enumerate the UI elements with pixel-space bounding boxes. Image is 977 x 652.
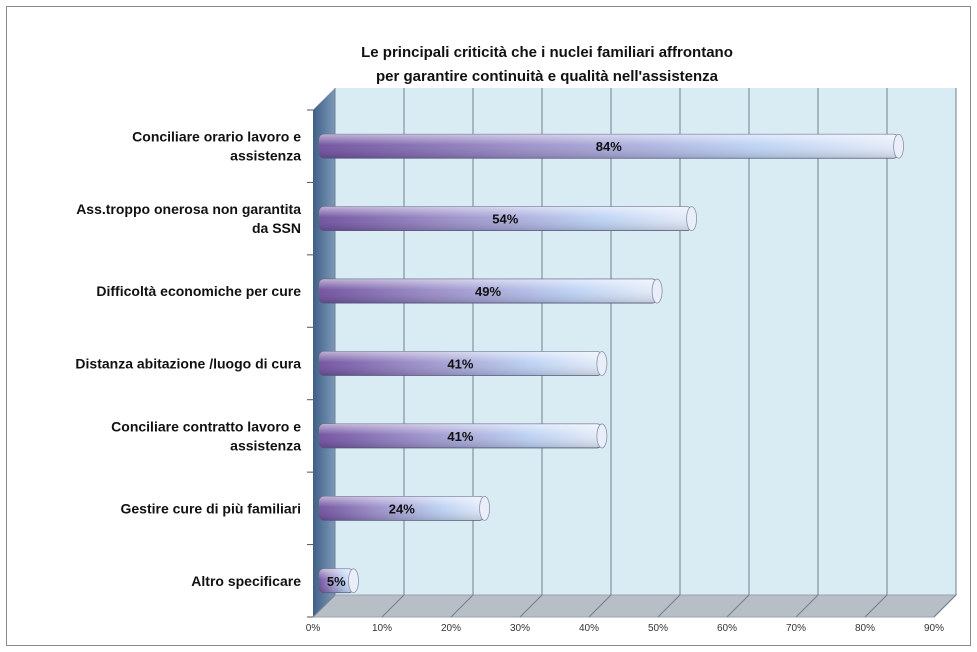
bar-shine	[319, 496, 485, 521]
bar-cap	[479, 495, 491, 521]
category-label: Gestire cure di più familiari	[120, 500, 301, 516]
gridline-floor	[312, 594, 336, 618]
data-label: 41%	[447, 357, 473, 372]
bar-cap	[686, 206, 697, 232]
bar: 5%	[318, 568, 359, 594]
bar-shine	[319, 279, 658, 304]
chart-title: Le principali criticità che i nuclei fam…	[297, 41, 797, 89]
x-tick-label: 80%	[855, 623, 875, 634]
gridline-floor	[864, 594, 888, 618]
x-tick-label: 50%	[648, 623, 668, 634]
gridline-floor	[450, 594, 474, 618]
bar: 54%	[318, 206, 697, 232]
gridline-floor	[726, 594, 750, 618]
category-label: Difficoltà economiche per cure	[96, 283, 301, 299]
bar-cap	[348, 568, 359, 594]
x-tick-label: 0%	[306, 623, 321, 634]
bar-cap	[651, 278, 663, 304]
gridline-floor	[381, 594, 405, 618]
bar-shine	[319, 423, 602, 448]
x-tick-label: 10%	[372, 623, 392, 634]
bars: 84% 54% 49% 41% 41% 24% 5%	[318, 133, 904, 594]
data-label: 24%	[389, 501, 415, 516]
category-label: da SSN	[252, 220, 301, 236]
chart-title-line-2: per garantire continuità e qualità nell'…	[376, 68, 718, 85]
bar-shine	[319, 351, 602, 376]
bar-cap	[893, 133, 904, 159]
plot-floor	[311, 594, 958, 618]
gridline-floor	[657, 594, 681, 618]
data-label: 54%	[492, 212, 518, 227]
chart-title-line-1: Le principali criticità che i nuclei fam…	[361, 44, 733, 61]
gridline-floor	[588, 594, 612, 618]
x-tick-label: 70%	[786, 623, 806, 634]
category-label: Conciliare contratto lavoro e	[111, 418, 301, 434]
x-tick-label: 30%	[510, 623, 530, 634]
data-label: 49%	[475, 284, 501, 299]
data-label: 5%	[327, 574, 346, 589]
bar: 84%	[318, 133, 904, 159]
x-tick-label: 40%	[579, 623, 599, 634]
category-label: Ass.troppo onerosa non garantita	[76, 201, 301, 217]
bar: 41%	[318, 351, 608, 376]
category-label: assistenza	[230, 437, 301, 453]
bar-shine	[319, 568, 354, 593]
gridline-floor	[519, 594, 543, 618]
bar-shine	[319, 206, 692, 231]
gridline-floor	[795, 594, 819, 618]
x-tick-label: 20%	[441, 623, 461, 634]
category-label: Distanza abitazione /luogo di cura	[75, 356, 301, 372]
x-axis-ticks: 0% 10% 20% 30% 40% 50% 60% 70% 80% 90%	[306, 623, 944, 634]
category-label: Conciliare orario lavoro e	[132, 129, 301, 145]
bar: 24%	[318, 495, 491, 521]
bar: 49%	[318, 278, 663, 304]
category-label: assistenza	[230, 148, 301, 164]
bar-cap	[596, 423, 608, 449]
bar-cap	[596, 351, 608, 376]
bar: 41%	[318, 423, 608, 449]
data-label: 84%	[596, 139, 622, 154]
x-tick-label: 60%	[717, 623, 737, 634]
bar-shine	[319, 134, 899, 159]
gridline-floor	[933, 594, 957, 618]
x-tick-label: 90%	[924, 623, 944, 634]
data-label: 41%	[447, 429, 473, 444]
category-label: Altro specificare	[191, 573, 301, 589]
category-labels: Conciliare orario lavoro e assistenza Ass.…	[75, 129, 301, 589]
